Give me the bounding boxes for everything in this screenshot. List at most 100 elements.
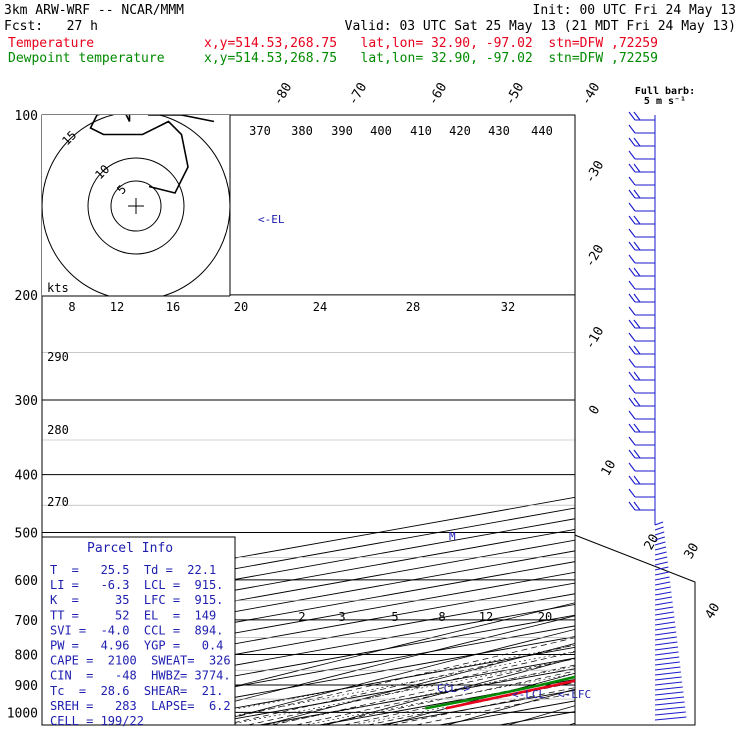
- mixing-ratio-label: 3: [338, 610, 345, 624]
- mixing-ratio-label: 8: [438, 610, 445, 624]
- wind-barb: [654, 651, 679, 656]
- wind-barb: [654, 531, 665, 536]
- wind-barb: [654, 706, 686, 711]
- wind-barb-flag: [633, 215, 641, 225]
- temperature-label: Temperature: [8, 36, 95, 51]
- plot-frame: [41, 114, 576, 726]
- mixing-ratio-label: 28: [406, 300, 420, 314]
- mixing-ratio-label: 12: [479, 610, 493, 624]
- wind-barb: [654, 521, 664, 526]
- mixing-ratio-line: [184, 650, 575, 725]
- pressure-label: 300: [15, 394, 38, 409]
- wind-barb-flag: [633, 371, 641, 381]
- wind-barb: [654, 671, 682, 676]
- wind-barb-flag: [633, 241, 641, 251]
- isotherm-label: 20: [642, 532, 663, 553]
- wind-barb: [654, 616, 675, 621]
- lfc-marker: <-LFC: [558, 688, 591, 701]
- wind-barb: [654, 556, 668, 561]
- isotherm-line: [42, 614, 575, 711]
- wind-barb-flag: [633, 501, 641, 511]
- dewpoint-info: x,y=514.53,268.75 lat,lon= 32.90, -97.02…: [204, 51, 658, 66]
- parcel-info-row: CIN = -48 HWBZ= 3774.: [50, 669, 231, 683]
- wind-barb-flag: [628, 124, 636, 134]
- wind-barb: [654, 576, 670, 581]
- wind-barb-flag: [633, 189, 641, 199]
- isotherm-label: -20: [583, 242, 608, 270]
- isotherm-label: 30: [682, 541, 703, 562]
- hodograph-units: kts: [47, 281, 69, 295]
- wind-barb-flag: [628, 228, 636, 238]
- theta-label: 430: [488, 124, 510, 138]
- pressure-label: 600: [15, 574, 38, 589]
- wind-barb: [654, 571, 670, 576]
- wind-barb-flag: [628, 163, 636, 173]
- model-title: 3km ARW-WRF -- NCAR/MMM: [4, 3, 185, 18]
- lcl-marker: <-LCL: [512, 688, 545, 701]
- wind-barb-flag: [628, 475, 636, 485]
- parcel-info-row: LI = -6.3 LCL = 915.: [50, 578, 223, 592]
- parcel-info-row: K = 35 LFC = 915.: [50, 593, 223, 607]
- isotherm-label: 40: [703, 601, 724, 622]
- theta-label: 380: [291, 124, 313, 138]
- mixing-ratio-label: 2: [298, 610, 305, 624]
- pressure-label: 900: [15, 679, 38, 694]
- mixing-ratio-label: 16: [166, 300, 180, 314]
- wind-barb-flag: [628, 436, 636, 446]
- wind-barb: [654, 696, 685, 701]
- wind-barb-flag: [628, 150, 636, 160]
- wind-barb: [654, 586, 671, 591]
- mixing-ratio-label: 8: [68, 300, 75, 314]
- dry-adiabat: [630, 115, 740, 725]
- wind-barb: [654, 596, 673, 601]
- parcel-info-title: Parcel Info: [87, 541, 173, 556]
- wind-barb: [654, 636, 677, 641]
- mixing-ratio-label: 20: [234, 300, 248, 314]
- wind-barb-flag: [628, 306, 636, 316]
- barb-legend-title: Full barb:: [635, 86, 695, 97]
- dry-adiabat: [447, 688, 575, 725]
- wind-barb-flag: [628, 345, 636, 355]
- pressure-label: 700: [15, 614, 38, 629]
- dry-adiabat: [691, 115, 740, 725]
- wind-barb: [654, 646, 679, 651]
- isotherm-line: [42, 571, 575, 668]
- wind-barb-flag: [628, 488, 636, 498]
- dry-adiabat: [568, 722, 575, 725]
- wind-barb: [654, 546, 667, 551]
- dry-adiabat: [386, 672, 575, 725]
- wind-barb-flag: [628, 215, 636, 225]
- wind-barb: [654, 681, 683, 686]
- wind-barb: [654, 656, 680, 661]
- pressure-label: 200: [15, 289, 38, 304]
- pressure-label: 100: [15, 109, 38, 124]
- hodograph-trace: [89, 115, 215, 194]
- wind-barb-flag: [633, 475, 641, 485]
- parcel-info-row: CAPE = 2100 SWEAT= 326: [50, 654, 231, 668]
- mixing-ratio-label: 12: [110, 300, 124, 314]
- parcel-info-row: SVI = -4.0 CCL = 894.: [50, 623, 223, 637]
- wind-barb: [654, 526, 664, 531]
- hodograph-ring: [110, 180, 162, 232]
- wind-barb: [654, 686, 683, 691]
- wind-barb-flag: [628, 293, 636, 303]
- wind-barb: [654, 701, 685, 706]
- dry-adiabat: [507, 705, 575, 725]
- wind-barb-flag: [628, 358, 636, 368]
- mixing-ratio-label: 24: [313, 300, 327, 314]
- wind-barb-flag: [628, 371, 636, 381]
- wind-barb-flag: [628, 267, 636, 277]
- wind-barb-flag: [628, 189, 636, 199]
- wind-barb: [654, 601, 673, 606]
- wind-barb-flag: [633, 319, 641, 329]
- wind-column-frame: [574, 534, 696, 726]
- isotherm-line: [42, 604, 575, 701]
- moist-adiabat: [415, 692, 575, 725]
- wind-barb-flag: [633, 423, 641, 433]
- parcel-info-row: Tc = 28.6 SHEAR= 21.: [50, 684, 223, 698]
- dry-adiabat: [325, 657, 575, 725]
- wind-barb: [654, 606, 674, 611]
- isotherm-line: [42, 582, 575, 679]
- mixing-ratio-label: 32: [501, 300, 515, 314]
- dewpoint-label: Dewpoint temperature: [8, 51, 165, 66]
